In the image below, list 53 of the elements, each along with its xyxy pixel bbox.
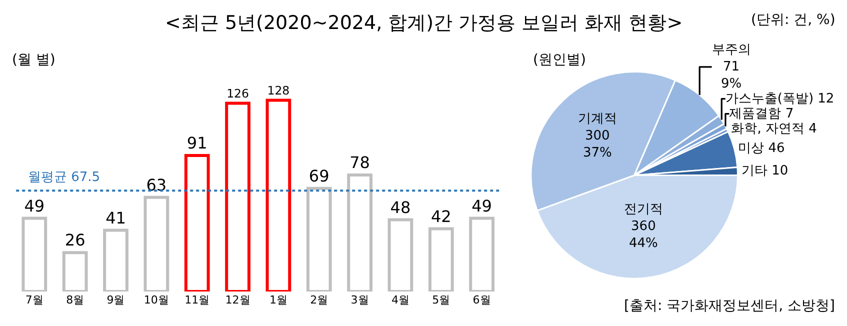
slice-label: 미상 46 [738, 141, 785, 156]
data-label: 91 [186, 134, 208, 153]
data-label: 49 [24, 196, 45, 216]
x-tick-label: 7월 [25, 294, 44, 307]
data-label: 128 [267, 83, 290, 98]
bar [388, 218, 414, 292]
bar [184, 154, 210, 292]
x-tick-label: 11월 [184, 294, 210, 307]
text: (단위: 건, %) [751, 12, 836, 28]
bar [225, 102, 250, 292]
data-label: 360 44% [628, 219, 658, 251]
data-label: 300 37% [582, 128, 612, 160]
chart-title: <최근 5년(2020~2024, 합계)간 가정용 보일러 화재 현황> [165, 12, 683, 34]
bar [144, 196, 170, 292]
data-label: 63 [146, 175, 167, 194]
x-tick-label: 12월 [225, 294, 250, 307]
ref-line-label: 월평균 67.5 [28, 170, 100, 185]
bar [428, 227, 454, 292]
x-tick-label: 4월 [391, 294, 410, 307]
bar [22, 216, 48, 292]
slice-label: 기계적 [578, 112, 617, 127]
text: [출처: 국가화재정보센터, 소방청] [624, 298, 835, 314]
data-label: 41 [106, 208, 126, 228]
data-label: 78 [350, 152, 370, 172]
slice-label: 화학, 자연적 4 [731, 121, 817, 136]
data-label: 49 [472, 196, 492, 216]
bar [347, 173, 372, 292]
x-tick-label: 10월 [144, 294, 169, 307]
x-tick-label: 3월 [350, 294, 369, 307]
bar [62, 251, 88, 292]
x-tick-label: 8월 [66, 294, 84, 307]
data-label: 71 9% [720, 59, 742, 92]
data-label: 26 [64, 230, 86, 250]
x-tick-label: 6월 [472, 294, 491, 307]
slice-label: 제품결함 7 [729, 106, 794, 122]
x-tick-label: 2월 [310, 294, 328, 307]
bar [306, 186, 332, 292]
data-label: 48 [390, 198, 411, 217]
bar [103, 228, 128, 292]
x-tick-label: 9월 [106, 294, 125, 307]
text: (원인별) [533, 52, 586, 68]
bar [266, 98, 292, 292]
slice-label: 기타 10 [741, 164, 788, 179]
chart-subtitle: (월 별) [12, 52, 56, 68]
x-tick-label: 1월 [269, 294, 288, 307]
bar [469, 216, 494, 292]
data-label: 69 [308, 166, 330, 186]
data-label: 126 [226, 86, 249, 100]
data-label: 42 [430, 206, 452, 226]
slice-label: 부주의 [712, 42, 751, 58]
x-tick-label: 5월 [432, 294, 450, 307]
slice-label: 가스누출(폭발) 12 [725, 91, 834, 106]
slice-label: 전기적 [624, 202, 663, 218]
